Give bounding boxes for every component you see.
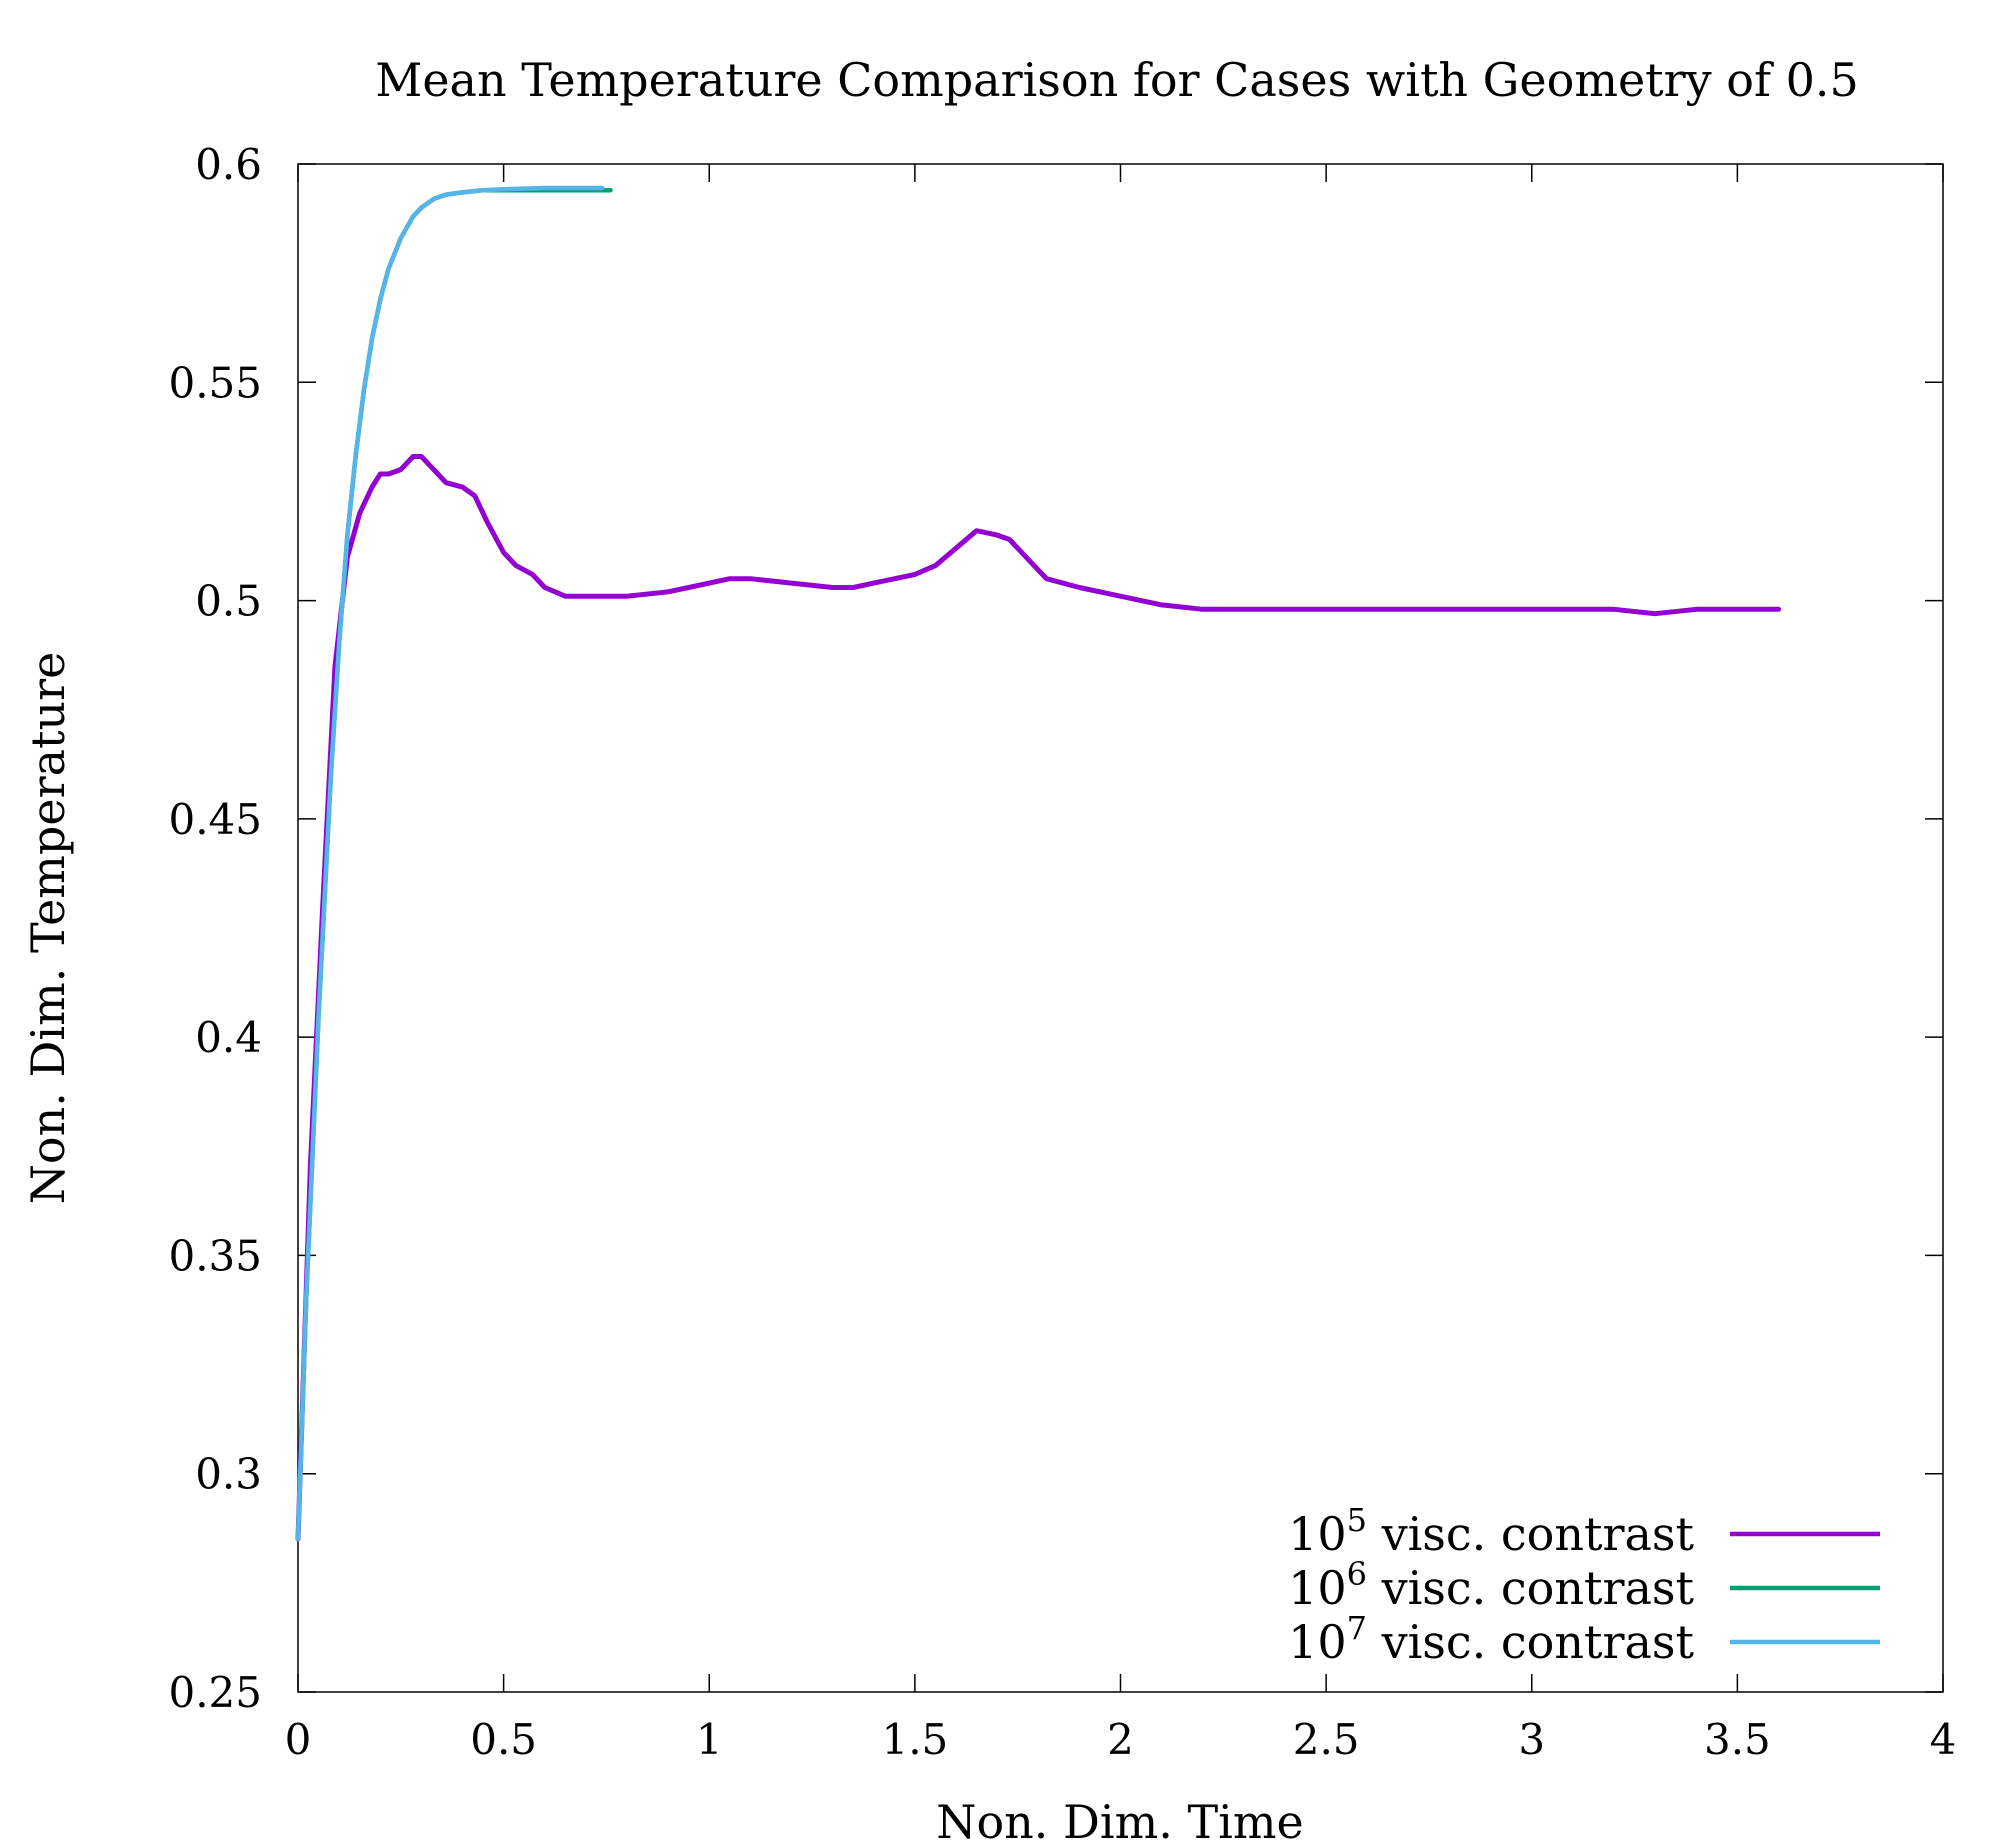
x-tick-label: 0.5 (470, 1715, 537, 1764)
x-axis-title: Non. Dim. Time (936, 1795, 1304, 1843)
y-tick-label: 0.55 (168, 358, 262, 407)
legend-label-text: visc. contrast (1367, 1615, 1695, 1669)
plot-area: 0 0.5 1 1.5 2 2.5 3 3.5 4 0.250.30.350.40.450.50… (168, 140, 1956, 1764)
y-axis: 0.25 0.3 0.35 0.4 0.45 0.5 0.55 0.6 (168, 140, 1943, 1717)
x-tick-label: 3.5 (1704, 1715, 1771, 1764)
legend-label-1: 105 visc. contrast (1288, 1501, 1694, 1561)
y-tick-label: 0.4 (195, 1013, 262, 1062)
y-axis-title: Non. Dim. Temperature (21, 652, 75, 1205)
series-line-1 (295, 454, 1781, 1542)
chart-title: Mean Temperature Comparison for Cases wi… (375, 53, 1859, 107)
series-group (295, 185, 1781, 1542)
legend-label-text: visc. contrast (1367, 1561, 1695, 1615)
y-tick-label: 0.35 (168, 1231, 262, 1280)
x-tick-label: 4 (1930, 1715, 1957, 1764)
legend-label-exponent: 7 (1347, 1609, 1367, 1647)
x-tick-label: 1.5 (881, 1715, 948, 1764)
x-tick-label: 3 (1518, 1715, 1545, 1764)
legend-label-3: 107 visc. contrast (1288, 1609, 1694, 1669)
plot-frame (297, 163, 1944, 1693)
legend-label-exponent: 5 (1347, 1501, 1367, 1539)
series-line-3 (295, 185, 605, 1542)
y-tick-label: 0.3 (195, 1450, 262, 1499)
x-tick-label: 2 (1107, 1715, 1134, 1764)
y-tick-label: 0.6 (195, 140, 262, 189)
legend-label-text: visc. contrast (1367, 1507, 1695, 1561)
legend-label-2: 106 visc. contrast (1288, 1555, 1694, 1615)
legend-label-exponent: 6 (1347, 1555, 1367, 1593)
series-line-2 (295, 187, 613, 1542)
y-tick-label: 0.5 (195, 577, 262, 626)
legend-label-base: 10 (1288, 1507, 1347, 1561)
x-tick-label: 1 (696, 1715, 723, 1764)
x-tick-label: 2.5 (1293, 1715, 1360, 1764)
x-axis: 0 0.5 1 1.5 2 2.5 3 3.5 4 (285, 164, 1957, 1764)
x-tick-label: 0 (285, 1715, 312, 1764)
legend-label-base: 10 (1288, 1615, 1347, 1669)
legend-label-base: 10 (1288, 1561, 1347, 1615)
y-tick-label: 0.25 (168, 1668, 262, 1717)
y-tick-label: 0.45 (168, 795, 262, 844)
